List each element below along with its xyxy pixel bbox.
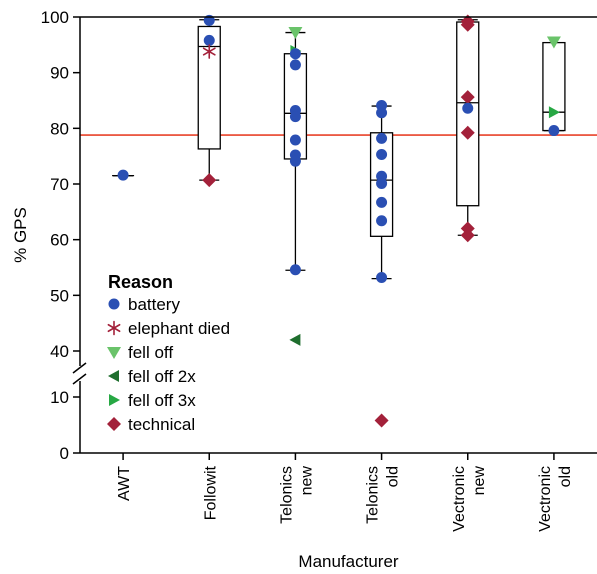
y-tick-label: 0 (60, 444, 69, 463)
data-point-battery (376, 107, 388, 119)
legend-marker-technical (107, 417, 121, 431)
legend-marker-elephant-died (107, 320, 121, 336)
data-point-battery (289, 48, 301, 60)
data-point-battery (289, 111, 301, 123)
asterisk-stroke (202, 47, 216, 56)
legend-label-fell-off-2x: fell off 2x (128, 367, 196, 386)
x-category-label-line: new (298, 466, 315, 496)
legend-label-technical: technical (128, 415, 195, 434)
data-point-fell-off-3x (548, 106, 560, 119)
data-point-technical (374, 413, 389, 428)
x-category-label-line: new (471, 466, 488, 496)
box-iqr (542, 41, 566, 132)
data-point-battery (376, 215, 388, 227)
y-tick-label: 70 (50, 175, 69, 194)
legend-label-fell-off: fell off (128, 343, 173, 362)
data-point-fell-off-2x (289, 333, 301, 346)
data-point-technical (202, 173, 217, 188)
y-tick-label: 10 (50, 388, 69, 407)
data-point-battery (376, 132, 388, 144)
legend-marker-fell-off-3x (109, 394, 120, 406)
x-category-label-line: Telonics (278, 466, 295, 524)
box-iqr (456, 21, 480, 207)
data-point-battery (548, 125, 560, 137)
x-category-label-line: AWT (116, 466, 133, 501)
legend-label-battery: battery (128, 295, 180, 314)
data-point-elephant-died (202, 44, 216, 59)
data-point-fell-off (288, 27, 303, 40)
data-point-battery (462, 102, 474, 114)
y-tick-label: 80 (50, 119, 69, 138)
legend-marker-battery (108, 298, 120, 310)
data-point-battery (289, 134, 301, 146)
x-category-label: Vectronic new (451, 466, 488, 532)
data-point-technical (460, 228, 475, 243)
axis-break-mark-upper (72, 362, 87, 374)
x-category-label: Telonics old (365, 466, 402, 524)
x-category-label-line: Telonics (365, 466, 382, 524)
axis-break-mark-lower (72, 373, 87, 385)
box-3 (369, 105, 394, 280)
legend-label-elephant-died: elephant died (128, 319, 230, 338)
data-point-fell-off (546, 36, 561, 49)
data-point-battery (289, 155, 301, 167)
box-iqr (197, 25, 221, 150)
data-point-battery (289, 59, 301, 71)
data-point-battery (376, 196, 388, 208)
legend-title: Reason (108, 272, 173, 292)
y-tick-label: 40 (50, 342, 69, 361)
y-tick-label: 50 (50, 286, 69, 305)
boxes-layer (112, 19, 566, 280)
data-point-battery (376, 272, 388, 284)
x-category-label-line: Vectronic (537, 466, 554, 532)
data-point-battery (376, 177, 388, 189)
x-category-label-line: Vectronic (451, 466, 468, 532)
y-tick-label: 90 (50, 64, 69, 83)
x-category-label-line: old (557, 466, 574, 487)
legend-label-fell-off-3x: fell off 3x (128, 391, 196, 410)
data-point-battery (117, 169, 129, 181)
data-point-technical (460, 90, 475, 105)
box-5 (542, 41, 566, 132)
data-point-battery (289, 264, 301, 276)
y-tick-label: 60 (50, 231, 69, 250)
x-category-label: Vectronic old (537, 466, 574, 532)
x-category-label: Telonics new (278, 466, 315, 524)
x-category-label-line: Followit (202, 465, 219, 520)
x-category-label: Followit (202, 465, 219, 520)
y-tick-label: 100 (41, 8, 69, 27)
data-point-technical (460, 17, 475, 32)
x-axis-title: Manufacturer (298, 552, 398, 571)
legend-marker-fell-off-2x (108, 370, 119, 382)
y-axis-title: % GPS (11, 207, 30, 263)
points-layer (117, 14, 561, 428)
box-1 (197, 19, 221, 181)
x-category-label: AWT (116, 466, 133, 501)
data-point-technical (460, 125, 475, 140)
legend: Reason battery elephant died fell off fell … (107, 272, 230, 434)
legend-marker-fell-off (107, 347, 121, 359)
data-point-battery (203, 34, 215, 46)
x-category-label-line: old (385, 466, 402, 487)
data-point-battery (376, 148, 388, 160)
asterisk-stroke (107, 323, 121, 333)
